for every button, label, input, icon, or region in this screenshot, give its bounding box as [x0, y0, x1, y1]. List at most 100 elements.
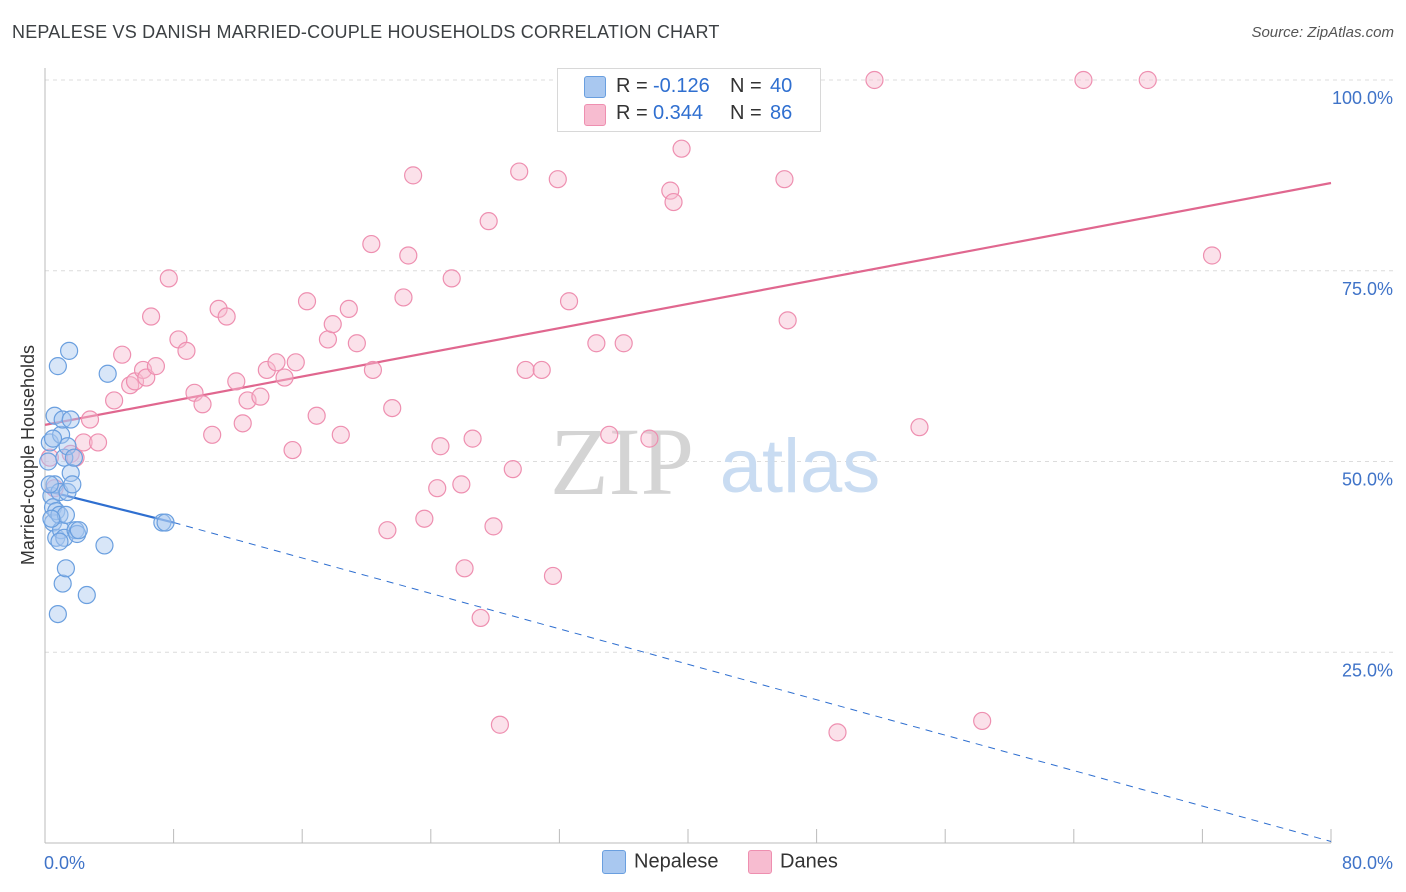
legend-n-label-danes: N = — [730, 102, 762, 124]
x-tick-label-max: 80.0% — [1342, 853, 1393, 873]
nepalese-point — [43, 429, 63, 448]
danes-point — [141, 307, 161, 326]
danes-point — [297, 292, 317, 311]
y-tick-label: 75.0% — [1342, 279, 1393, 299]
nepalese-point — [58, 437, 77, 456]
danes-point — [587, 334, 606, 353]
legend-r-value-danes: 0.344 — [653, 102, 704, 124]
nepalese-point — [50, 532, 69, 551]
danes-point — [532, 360, 551, 380]
danes-point — [455, 559, 474, 578]
danes-point — [510, 162, 529, 181]
nepalese-point — [98, 364, 117, 383]
danes-point — [1202, 246, 1222, 265]
danes-point — [275, 368, 294, 387]
nepalese-point — [56, 505, 75, 525]
nepalese-point — [69, 521, 88, 540]
bottom-legend-danes[interactable]: Danes — [748, 850, 838, 878]
danes-point — [105, 391, 124, 410]
axis-layer: 25.0% 50.0% 75.0% 100.0% 0.0% 80.0% — [44, 68, 1393, 873]
danes-point — [463, 429, 482, 448]
danes-point — [865, 70, 884, 90]
grid-layer — [45, 79, 1395, 653]
danes-point — [80, 410, 100, 429]
legend-r-label-danes: R = — [616, 102, 648, 124]
danes-point — [428, 479, 447, 498]
danes-trend-line — [44, 181, 1332, 426]
chart-source: Source: ZipAtlas.com — [1251, 24, 1394, 41]
danes-point — [283, 440, 302, 460]
watermark-zip: ZIP — [550, 408, 694, 515]
danes-point — [614, 334, 633, 353]
danes-point — [559, 292, 579, 311]
legend-n-value-nepalese: 40 — [770, 75, 793, 97]
danes-point — [177, 341, 196, 360]
danes-point — [442, 269, 461, 288]
nepalese-point — [53, 574, 72, 593]
danes-point — [910, 418, 929, 437]
danes-point — [661, 181, 680, 200]
danes-point — [775, 170, 794, 189]
danes-point — [399, 246, 418, 265]
danes-point — [404, 166, 423, 185]
danes-point — [431, 437, 450, 456]
danes-point — [503, 460, 522, 479]
danes-point — [233, 414, 252, 433]
danes-point — [193, 395, 212, 414]
danes-point — [323, 315, 342, 334]
nepalese-point — [56, 559, 75, 578]
danes-point — [347, 334, 366, 353]
correlation-legend: R = -0.126 N = 40 R = 0.344 N = 86 — [557, 68, 821, 132]
y-tick-label: 25.0% — [1342, 660, 1393, 680]
danes-point — [828, 723, 847, 742]
danes-point — [479, 212, 498, 231]
y-axis-label: Married-couple Households — [18, 345, 38, 565]
danes-point — [286, 353, 305, 372]
nepalese-point — [156, 513, 175, 532]
nepalese-point — [55, 448, 74, 467]
danes-point — [548, 170, 567, 189]
danes-point — [471, 608, 490, 628]
nepalese-point — [60, 341, 79, 360]
danes-point — [88, 433, 108, 452]
danes-point — [394, 288, 413, 307]
y-tick-label: 50.0% — [1342, 470, 1393, 490]
nepalese-point — [61, 463, 80, 483]
nepalese-point — [42, 509, 61, 528]
nepalese-point — [48, 604, 67, 624]
y-tick-label: 100.0% — [1332, 88, 1393, 108]
watermark: ZIP atlas — [550, 408, 880, 515]
danes-point — [1074, 70, 1093, 90]
legend-swatch-danes — [584, 104, 606, 126]
danes-point — [600, 425, 619, 444]
bottom-legend-swatch-nepalese — [602, 850, 626, 874]
bottom-legend-label-danes: Danes — [780, 850, 838, 873]
danes-point — [113, 345, 132, 364]
nepalese-point — [64, 448, 84, 467]
danes-point — [267, 353, 286, 372]
bottom-legend-nepalese[interactable]: Nepalese — [602, 850, 719, 878]
danes-point — [973, 711, 992, 731]
danes-point — [664, 192, 683, 212]
danes-point — [203, 425, 222, 444]
danes-point — [490, 715, 510, 734]
danes-point — [257, 360, 276, 380]
danes-point — [339, 299, 358, 318]
danes-point — [331, 425, 350, 444]
danes-point — [640, 429, 659, 448]
danes-point — [452, 475, 471, 494]
nepalese-point — [40, 475, 59, 494]
nepalese-point — [61, 410, 80, 429]
danes-point — [378, 521, 397, 540]
danes-point — [672, 139, 691, 158]
danes-point — [146, 357, 166, 376]
legend-n-label-nepalese: N = — [730, 75, 762, 97]
legend-swatch-nepalese — [584, 76, 606, 98]
nepalese-point — [48, 357, 67, 376]
legend-r-value-nepalese: -0.126 — [653, 75, 710, 97]
nepalese-point — [77, 585, 96, 605]
legend-r-label-nepalese: R = — [616, 75, 648, 97]
danes-point — [383, 398, 402, 418]
watermark-atlas: atlas — [720, 424, 881, 509]
